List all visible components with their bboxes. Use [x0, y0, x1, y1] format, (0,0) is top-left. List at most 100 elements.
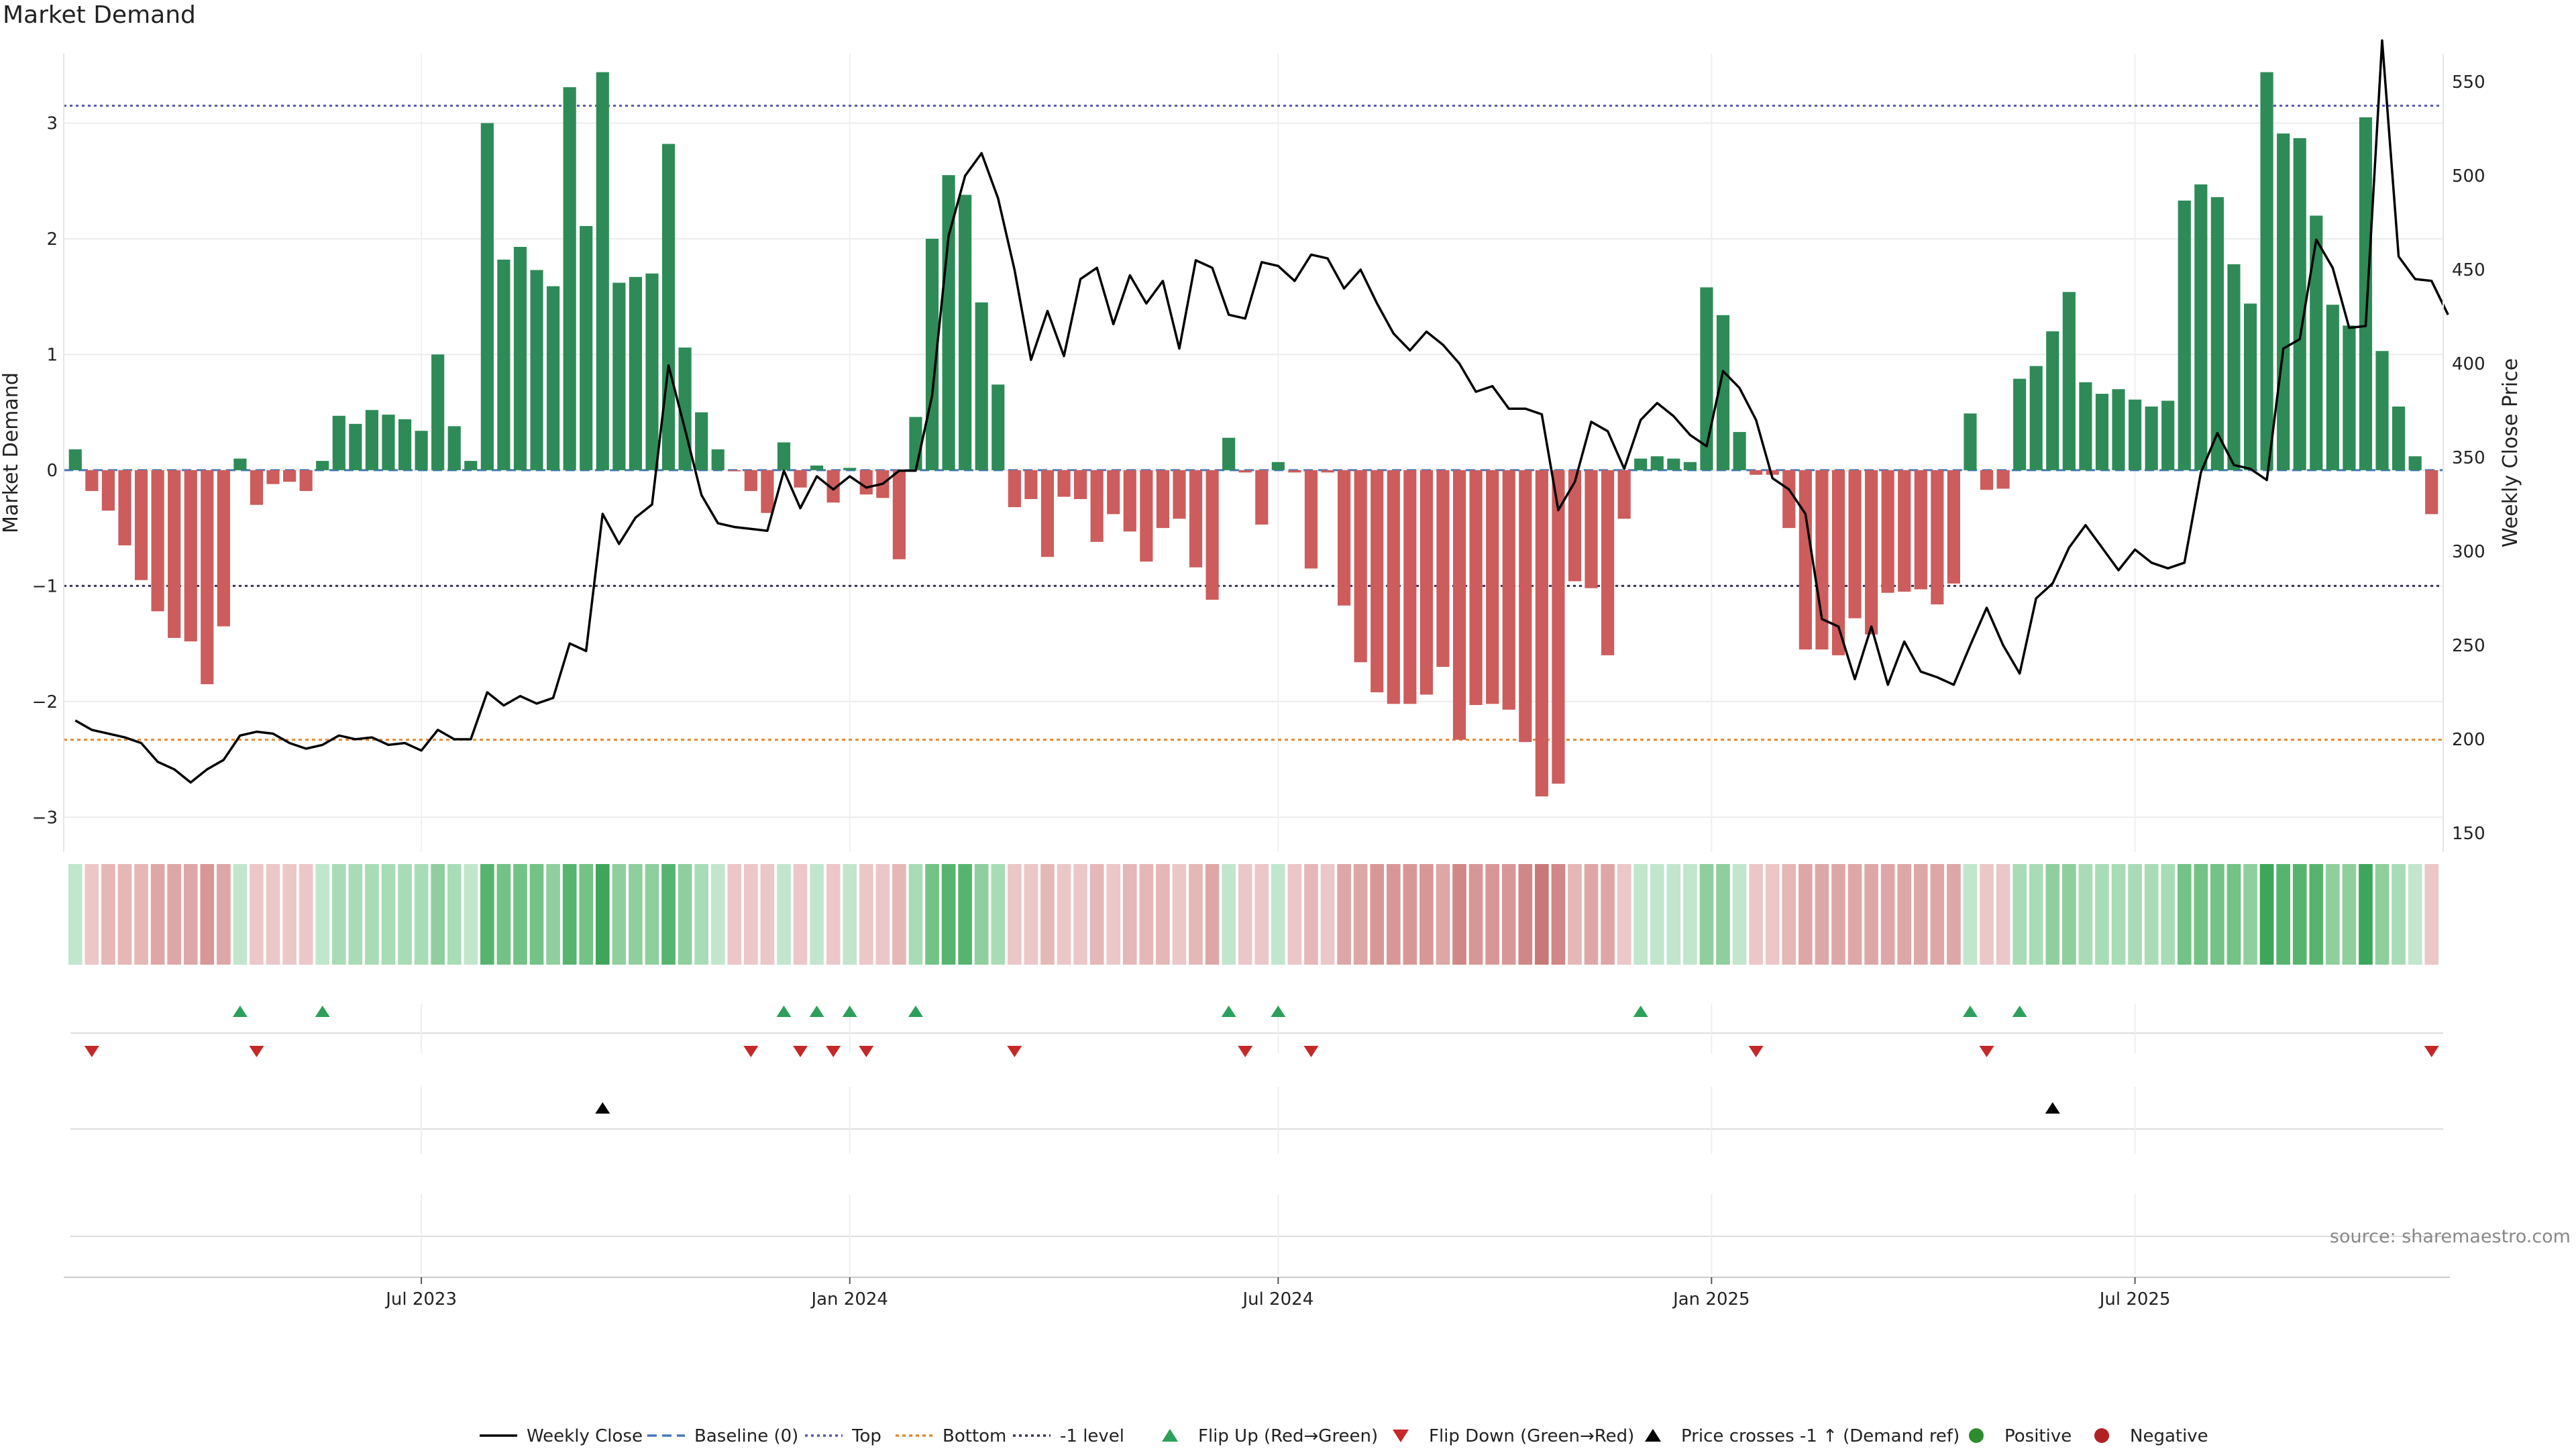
demand-bar — [1700, 287, 1713, 470]
demand-bar — [1403, 470, 1417, 704]
heat-cell — [315, 864, 330, 965]
y-tick-label-left: 2 — [46, 229, 58, 250]
chart-title: Market Demand — [3, 1, 196, 29]
demand-bar — [398, 419, 412, 470]
heat-cell — [2194, 864, 2208, 965]
legend-swatch-tri-up — [1162, 1429, 1178, 1442]
heat-cell — [348, 864, 363, 965]
heat-cell — [1353, 864, 1368, 965]
demand-bar — [1552, 470, 1565, 784]
demand-bar — [959, 195, 972, 470]
heat-cell — [1008, 864, 1022, 965]
heat-cell — [1847, 864, 1862, 965]
heat-cell — [331, 864, 346, 965]
heat-cell — [2375, 864, 2390, 965]
demand-bar — [1238, 470, 1252, 473]
heat-cell — [629, 864, 643, 965]
demand-bar — [2210, 197, 2224, 470]
y-tick-label-left: 0 — [46, 461, 58, 481]
flip-up-marker — [1633, 1006, 1648, 1017]
demand-bar — [1288, 470, 1301, 473]
heat-cell — [1024, 864, 1038, 965]
heat-cell — [941, 864, 956, 965]
heat-cell — [1304, 864, 1318, 965]
heat-cell — [2128, 864, 2142, 965]
y-tick-label-right: 350 — [2452, 448, 2485, 468]
demand-bar — [1848, 470, 1862, 619]
demand-bar — [1024, 470, 1038, 499]
heat-cell — [1468, 864, 1483, 965]
y-tick-label-right: 250 — [2452, 636, 2485, 656]
demand-bar — [217, 470, 230, 627]
demand-bar — [1452, 470, 1466, 740]
heat-cell — [1040, 864, 1055, 965]
heat-cell — [1337, 864, 1351, 965]
weekly-close-polyline — [74, 39, 2449, 784]
heat-cell — [974, 864, 989, 965]
demand-bar — [1931, 470, 1944, 604]
demand-bar — [1799, 470, 1812, 650]
heat-cell — [875, 864, 890, 965]
demand-bar — [1617, 470, 1631, 519]
flip-up-marker — [776, 1006, 792, 1017]
heat-cell — [85, 864, 99, 965]
heat-cell — [134, 864, 148, 965]
demand-bar — [2029, 366, 2043, 470]
heat-cell — [1568, 864, 1582, 965]
heat-cell — [1320, 864, 1335, 965]
heat-cell — [233, 864, 248, 965]
flip-down-marker — [743, 1046, 759, 1057]
demand-bar — [85, 470, 99, 491]
demand-bars — [68, 72, 2438, 797]
demand-bar — [1486, 470, 1499, 704]
heat-cell — [859, 864, 873, 965]
demand-bar — [1040, 470, 1055, 557]
heat-cell — [892, 864, 906, 965]
flip-down-marker — [249, 1046, 264, 1057]
y-axis-label-right: Weekly Close Price — [2499, 358, 2522, 547]
demand-bar — [349, 423, 362, 470]
demand-bar — [1156, 470, 1169, 529]
y-tick-label-right: 450 — [2452, 260, 2485, 280]
y-tick-label-right: 500 — [2452, 166, 2485, 186]
heat-cell — [710, 864, 725, 965]
heat-cell — [1189, 864, 1203, 965]
demand-bar — [2243, 303, 2257, 470]
demand-bar — [2145, 407, 2158, 470]
demand-bar — [1338, 470, 1351, 606]
heat-cell — [2210, 864, 2224, 965]
demand-bar — [415, 431, 428, 470]
flip-up-marker — [908, 1006, 923, 1017]
demand-bar — [563, 87, 576, 470]
demand-bar — [2408, 456, 2422, 470]
heat-cell — [826, 864, 841, 965]
weekly-close-line — [74, 39, 2449, 784]
y-axis-label-left: Market Demand — [0, 372, 23, 533]
heat-cell — [562, 864, 577, 965]
heat-cell — [2111, 864, 2126, 965]
heat-cell — [1617, 864, 1631, 965]
heat-cell — [68, 864, 83, 965]
demand-bar — [1964, 413, 1977, 470]
heat-cell — [1156, 864, 1170, 965]
heat-cell — [1172, 864, 1187, 965]
heat-cell — [480, 864, 494, 965]
y-tick-label-left: −2 — [32, 692, 58, 712]
demand-bar — [299, 470, 313, 491]
heat-cell — [2392, 864, 2406, 965]
flip-down-marker — [793, 1046, 808, 1057]
y-tick-label-right: 400 — [2452, 354, 2485, 374]
demand-bar — [2178, 201, 2191, 470]
demand-bar — [2359, 117, 2373, 470]
demand-bar — [464, 461, 478, 470]
demand-bar — [1502, 470, 1515, 710]
heat-cell — [1122, 864, 1137, 965]
demand-bar — [1750, 470, 1763, 475]
demand-bar — [1271, 462, 1285, 470]
demand-bar — [101, 470, 115, 511]
empty-panel — [70, 1194, 2443, 1275]
demand-bar — [2079, 382, 2092, 470]
demand-bar — [1140, 470, 1153, 562]
x-tick-label: Jan 2025 — [1672, 1289, 1750, 1309]
